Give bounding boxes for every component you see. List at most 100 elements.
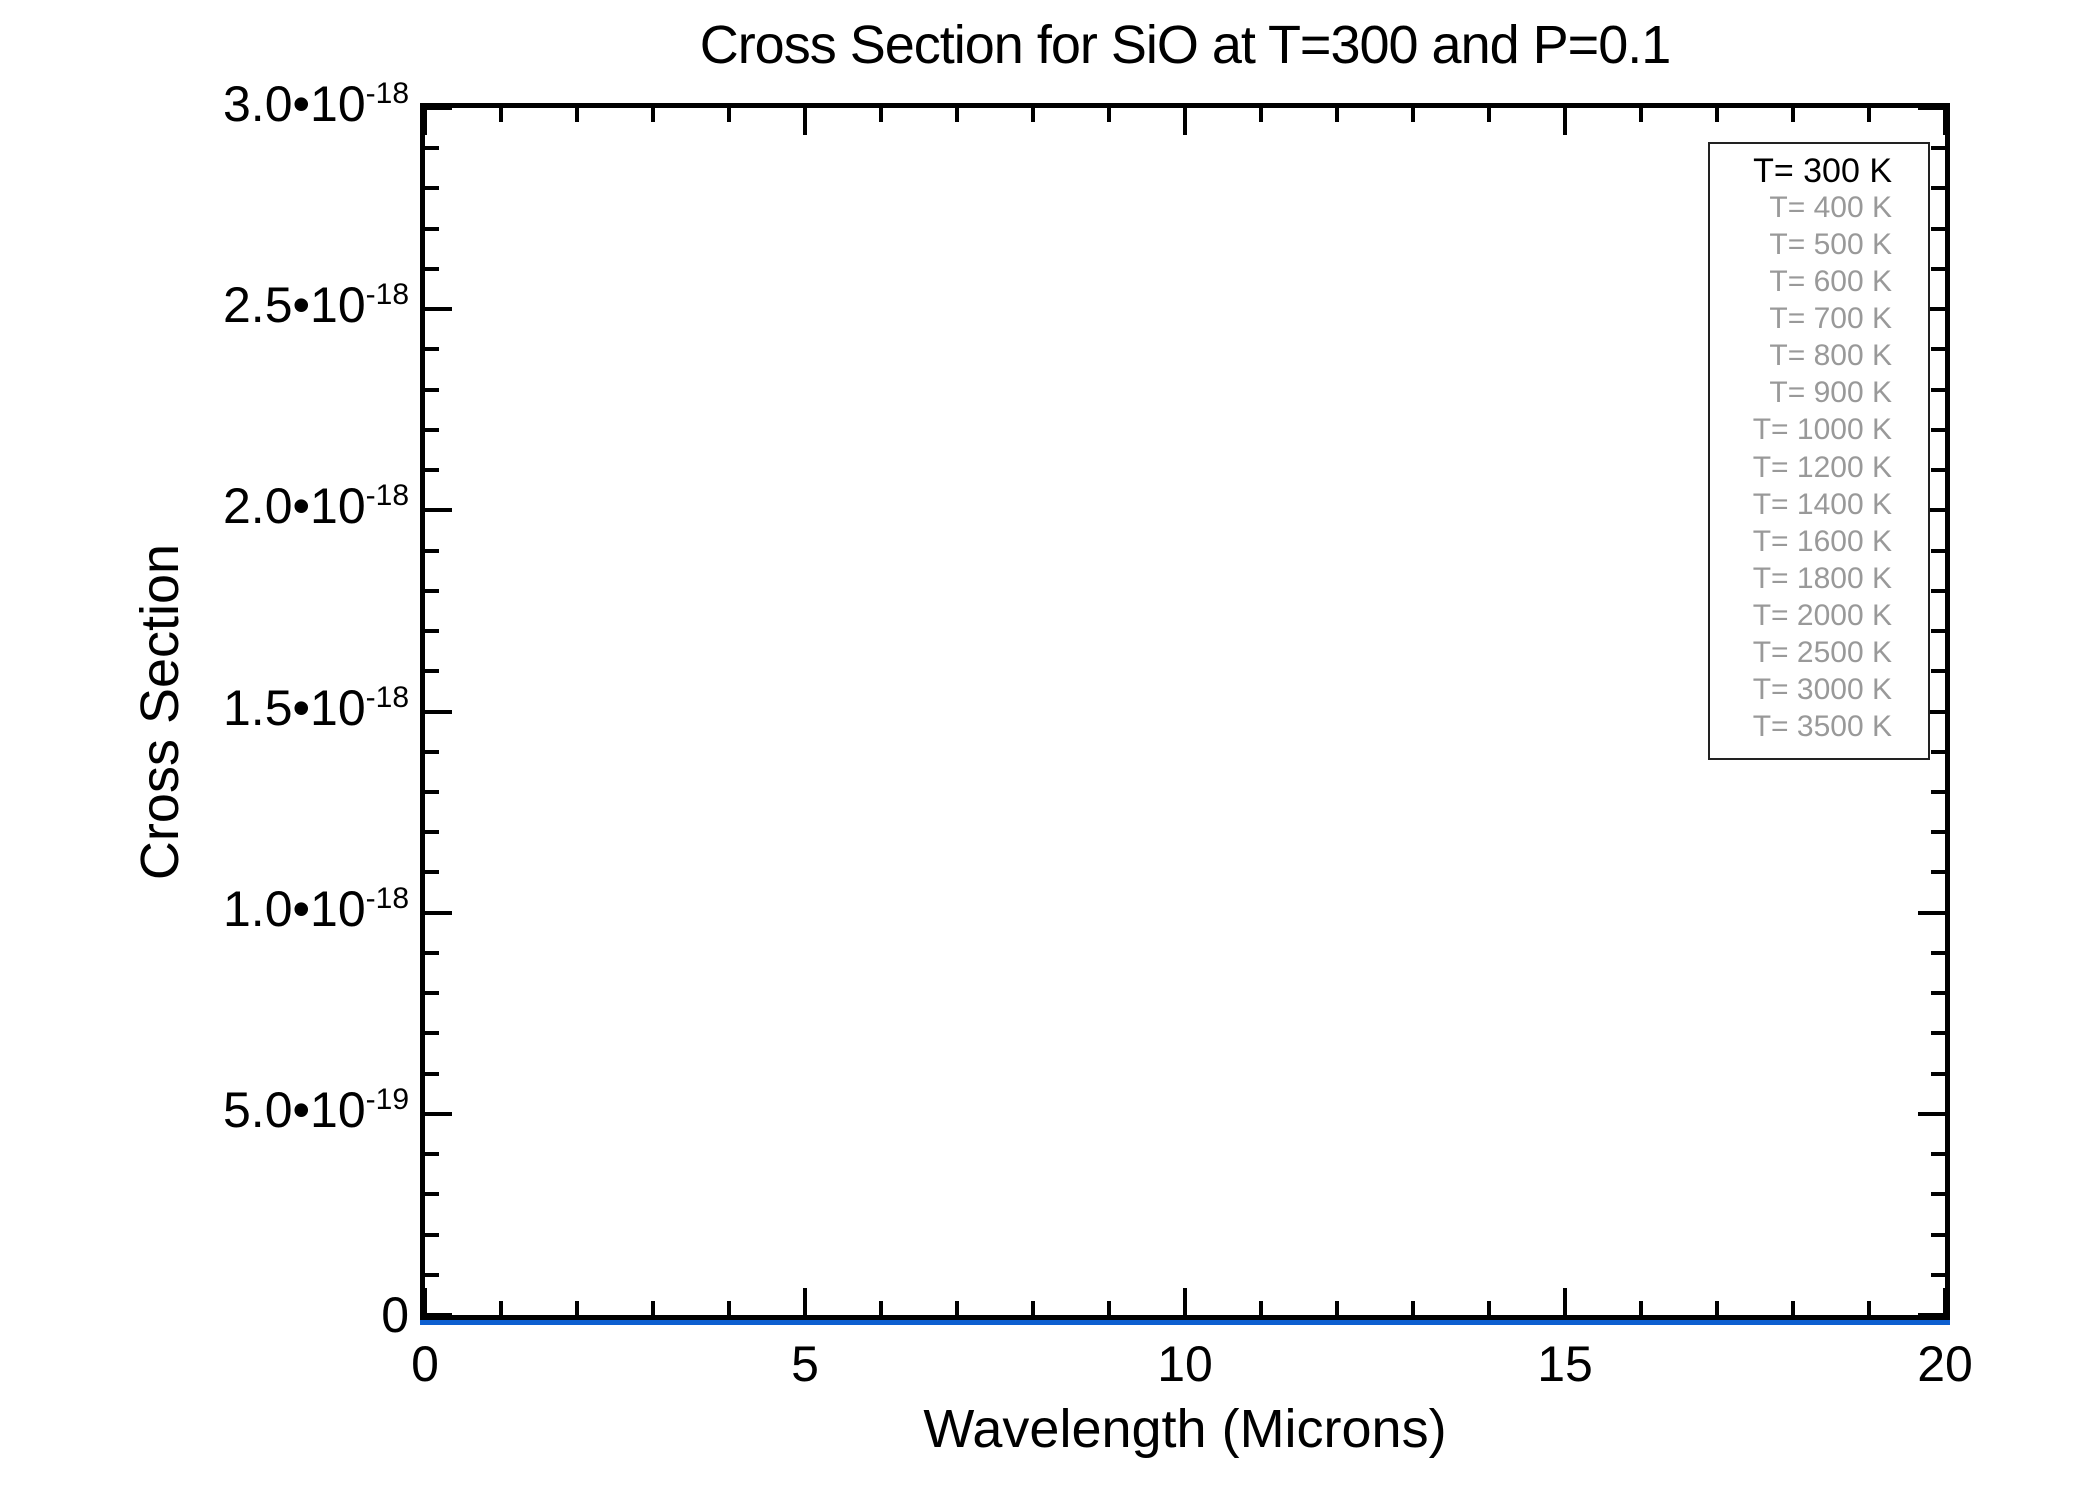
x-minor-tick: [879, 108, 883, 122]
y-minor-tick: [425, 146, 439, 151]
x-minor-tick: [1259, 108, 1263, 122]
x-minor-tick: [1639, 1301, 1643, 1315]
y-minor-tick: [425, 266, 439, 271]
x-tick-label: 0: [411, 1336, 439, 1392]
legend-entry: T= 700 K: [1769, 302, 1892, 336]
y-minor-tick: [1931, 1031, 1945, 1036]
y-minor-tick: [1931, 1232, 1945, 1237]
y-minor-tick: [1931, 830, 1945, 835]
y-major-tick: [425, 508, 452, 513]
y-tick-label: 2.0•10-18: [223, 478, 409, 535]
y-minor-tick: [425, 427, 439, 432]
x-major-tick: [1563, 1288, 1567, 1315]
x-minor-tick: [1031, 108, 1035, 122]
x-minor-tick: [879, 1301, 883, 1315]
y-minor-tick: [425, 226, 439, 231]
x-minor-tick: [575, 1301, 579, 1315]
y-minor-tick: [425, 629, 439, 634]
plot-area: T= 300 K T= 400 K T= 500 K T= 600 K T= 700 K…: [420, 103, 1950, 1325]
y-tick-label: 3.0•10-18: [223, 76, 409, 132]
y-minor-tick: [1931, 548, 1945, 553]
y-major-tick: [1918, 1313, 1945, 1317]
y-axis-title: Cross Section: [130, 543, 190, 881]
legend-entry: T= 1200 K: [1752, 450, 1892, 484]
y-minor-tick: [425, 548, 439, 553]
legend-entry: T= 1800 K: [1752, 561, 1892, 595]
legend-entry: T= 3000 K: [1752, 672, 1892, 706]
y-minor-tick: [425, 468, 439, 473]
y-minor-tick: [425, 1272, 439, 1277]
x-minor-tick: [1335, 108, 1339, 122]
y-major-tick: [425, 910, 452, 915]
x-minor-tick: [499, 1301, 503, 1315]
legend-entry: T= 1600 K: [1752, 524, 1892, 558]
y-minor-tick: [1931, 1272, 1945, 1277]
y-minor-tick: [425, 870, 439, 875]
x-tick-label: 10: [1157, 1336, 1213, 1392]
legend-entry: T= 1000 K: [1752, 413, 1892, 447]
y-minor-tick: [1931, 669, 1945, 674]
y-minor-tick: [1931, 1152, 1945, 1157]
x-minor-tick: [1487, 1301, 1491, 1315]
y-major-tick: [425, 106, 452, 110]
y-minor-tick: [1931, 186, 1945, 191]
y-major-tick: [425, 1111, 452, 1116]
y-tick-label: 1.0•10-18: [223, 880, 409, 937]
y-minor-tick: [1931, 991, 1945, 996]
x-minor-tick: [1867, 108, 1871, 122]
y-tick-label: 2.5•10-18: [223, 277, 409, 334]
y-major-tick: [1918, 508, 1945, 513]
y-minor-tick: [425, 1192, 439, 1197]
y-minor-tick: [1931, 870, 1945, 875]
legend-entry: T= 900 K: [1769, 376, 1892, 410]
x-minor-tick: [1715, 108, 1719, 122]
y-tick-label: 0: [381, 1287, 409, 1343]
y-minor-tick: [1931, 789, 1945, 794]
y-minor-tick: [425, 186, 439, 191]
x-minor-tick: [1487, 108, 1491, 122]
x-tick-label: 5: [791, 1336, 819, 1392]
x-minor-tick: [651, 1301, 655, 1315]
x-minor-tick: [727, 1301, 731, 1315]
x-major-tick: [1563, 108, 1567, 135]
y-tick-label: 1.5•10-18: [223, 679, 409, 736]
x-minor-tick: [1639, 108, 1643, 122]
y-major-tick: [1918, 307, 1945, 312]
x-major-tick: [1183, 108, 1187, 135]
chart-title: Cross Section for SiO at T=300 and P=0.1: [699, 15, 1672, 75]
y-minor-tick: [425, 830, 439, 835]
x-tick-label: 15: [1537, 1336, 1593, 1392]
x-major-tick: [1943, 1288, 1947, 1315]
x-minor-tick: [1791, 1301, 1795, 1315]
x-major-tick: [1943, 108, 1947, 135]
y-minor-tick: [425, 347, 439, 352]
x-major-tick: [423, 1288, 427, 1315]
x-minor-tick: [499, 108, 503, 122]
y-major-tick: [1918, 709, 1945, 714]
x-major-tick: [1183, 1288, 1187, 1315]
x-major-tick: [803, 1288, 807, 1315]
y-minor-tick: [1931, 468, 1945, 473]
legend-box: T= 300 K T= 400 K T= 500 K T= 600 K T= 700 K…: [1708, 142, 1930, 760]
y-minor-tick: [425, 1232, 439, 1237]
legend-entry: T= 400 K: [1769, 191, 1892, 225]
y-minor-tick: [1931, 588, 1945, 593]
x-minor-tick: [1411, 108, 1415, 122]
y-minor-tick: [425, 1071, 439, 1076]
y-major-tick: [1918, 1111, 1945, 1116]
y-major-tick: [425, 709, 452, 714]
y-major-tick: [425, 1313, 452, 1317]
x-major-tick: [423, 108, 427, 135]
x-minor-tick: [1791, 108, 1795, 122]
y-minor-tick: [1931, 226, 1945, 231]
x-tick-label: 20: [1917, 1336, 1973, 1392]
legend-entry: T= 500 K: [1769, 228, 1892, 262]
y-minor-tick: [1931, 749, 1945, 754]
y-minor-tick: [1931, 629, 1945, 634]
y-minor-tick: [1931, 347, 1945, 352]
x-minor-tick: [651, 108, 655, 122]
y-major-tick: [1918, 106, 1945, 110]
y-minor-tick: [425, 749, 439, 754]
x-minor-tick: [1259, 1301, 1263, 1315]
x-minor-tick: [1715, 1301, 1719, 1315]
